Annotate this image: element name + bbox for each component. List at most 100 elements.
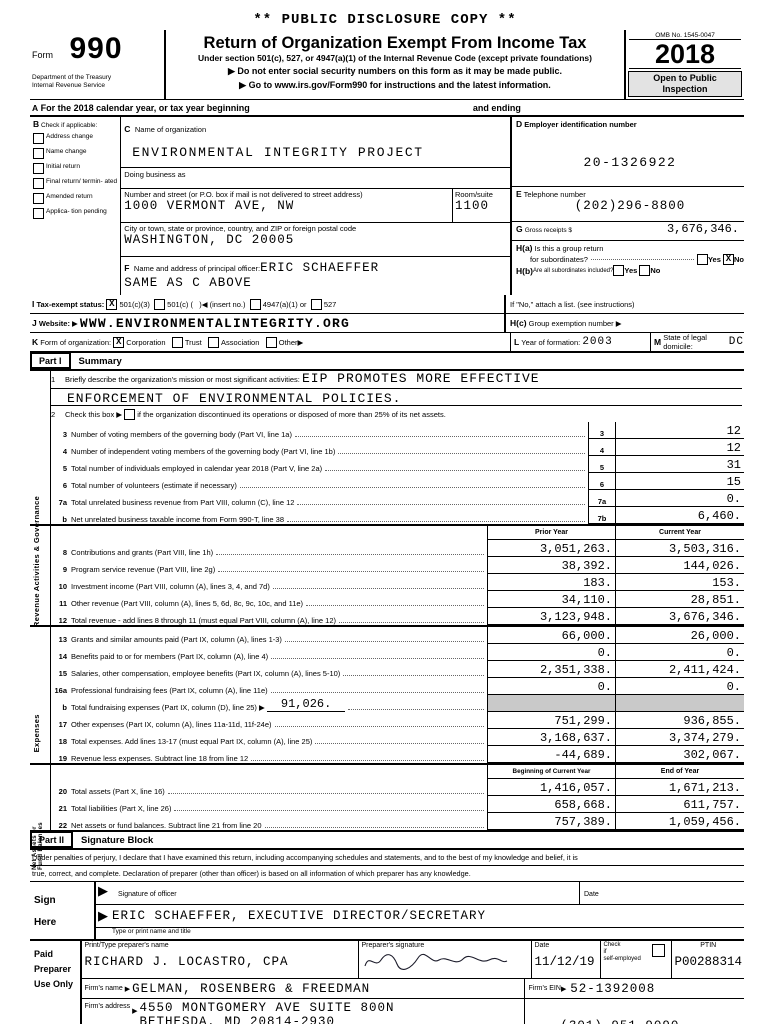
name-change-checkbox[interactable]	[33, 148, 44, 159]
line4-row: 4 Number of independent voting members o…	[51, 439, 744, 456]
perjury-statement-line1: Under penalties of perjury, I declare th…	[30, 850, 744, 866]
line3-value: 12	[726, 424, 741, 438]
current-year-header: Current Year	[615, 526, 744, 540]
status-501c3-checkbox[interactable]: X	[106, 298, 118, 310]
dotted-leader	[343, 674, 484, 676]
expenses-side-label: Expenses	[32, 714, 41, 753]
pointer-left-icon: ◀	[201, 299, 208, 309]
form-title-block: Return of Organization Exempt From Incom…	[166, 30, 624, 99]
dotted-leader	[272, 587, 484, 589]
self-employed-checkbox[interactable]	[652, 944, 666, 957]
discontinued-checkbox[interactable]	[124, 408, 136, 420]
line11-row: 11 Other revenue (Part VIII, column (A),…	[51, 591, 744, 608]
association-checkbox[interactable]	[207, 336, 219, 348]
other-checkbox[interactable]	[265, 336, 277, 348]
line-a-letter: A	[32, 103, 39, 113]
dotted-leader	[339, 621, 484, 623]
officer-label: Name and address of principal officer:	[133, 264, 261, 273]
sign-here-block: Sign Here ▶ Signature of officer Date ▶ …	[30, 882, 744, 941]
city-row: City or town, state or province, country…	[121, 223, 510, 257]
org-name-label: Name of organization	[134, 125, 207, 134]
pointer-right-icon: ▶	[560, 985, 567, 993]
phone-row: E Telephone number (202)296-8800	[511, 187, 744, 222]
street-value: 1000 VERMONT AVE, NW	[124, 199, 295, 213]
final-return-checkbox[interactable]	[33, 178, 44, 189]
ha-text2: for subordinates?	[529, 254, 588, 264]
part2-tag: Part II	[30, 832, 74, 848]
line-a-and-ending: and ending	[472, 103, 521, 113]
trust-checkbox[interactable]	[171, 336, 183, 348]
form-number: 990	[69, 32, 123, 65]
dotted-leader	[239, 486, 585, 488]
officer-address: SAME AS C ABOVE	[124, 276, 252, 290]
dba-label: Doing business as	[124, 170, 186, 179]
ha-no-checkbox[interactable]: X	[723, 254, 734, 265]
dotted-leader	[348, 708, 484, 710]
website-label: Website:	[38, 318, 70, 328]
website-row: J Website: ▶ WWW.ENVIRONMENTALINTEGRITY.…	[30, 314, 744, 333]
preparer-name-value: RICHARD J. LOCASTRO, CPA	[84, 955, 289, 969]
net-columns-header: Beginning of Current Year End of Year	[51, 765, 744, 779]
dotted-leader	[251, 759, 484, 761]
street-row: Number and street (or P.O. box if mail i…	[121, 189, 510, 223]
line16b-row: b Total fundraising expenses (Part IX, c…	[51, 695, 744, 712]
line22-row: 22 Net assets or fund balances. Subtract…	[51, 813, 744, 830]
website-url[interactable]: WWW.ENVIRONMENTALINTEGRITY.ORG	[79, 315, 350, 331]
checkif-title: Check if applicable:	[40, 122, 98, 129]
line7a-value: 0.	[726, 492, 741, 506]
mission-value-line1: EIP PROMOTES MORE EFFECTIVE	[301, 371, 540, 386]
preparer-signature	[364, 953, 508, 970]
hb-text: Are all subordinates included?	[532, 267, 614, 274]
open-to-public-badge: Open to Public Inspection	[628, 71, 742, 97]
hc-text: Group exemption number	[528, 318, 614, 328]
line7a-row: 7a Total unrelated business revenue from…	[51, 490, 744, 507]
net-assets-section: Net Assets or Fund Balances Beginning of …	[30, 765, 744, 869]
omb-block: OMB No. 1545-0047 2018 Open to Public In…	[624, 30, 744, 99]
status-527-checkbox[interactable]	[310, 298, 322, 310]
address-change-checkbox[interactable]	[33, 133, 44, 144]
org-name-value: ENVIRONMENTAL INTEGRITY PROJECT	[132, 145, 424, 160]
officer-typed-row: ▶ ERIC SCHAEFFER, EXECUTIVE DIRECTOR/SEC…	[96, 905, 744, 928]
preparer-signature-cell[interactable]: Preparer's signature	[358, 941, 531, 978]
hb-no-checkbox[interactable]	[639, 265, 651, 276]
status-4947-checkbox[interactable]	[249, 298, 261, 310]
room-suite-value: 1100	[454, 199, 489, 213]
dotted-leader	[274, 725, 484, 727]
officer-typed-name: ERIC SCHAEFFER, EXECUTIVE DIRECTOR/SECRE…	[112, 909, 487, 923]
preparer-date-cell: Date 11/12/19	[531, 941, 600, 978]
public-disclosure-banner: ** PUBLIC DISCLOSURE COPY **	[253, 12, 517, 28]
pointer-right-icon: ▶	[615, 318, 622, 328]
corporation-checkbox[interactable]: X	[113, 336, 125, 348]
ha-yes-checkbox[interactable]	[696, 254, 708, 265]
org-form-row: K Form of organization: X Corporation Tr…	[30, 333, 744, 353]
org-column: C Name of organization ENVIRONMENTAL INT…	[121, 117, 510, 295]
line3-row: 3 Number of voting members of the govern…	[51, 422, 744, 439]
irs-gov-instruction[interactable]: Go to www.irs.gov/Form990 for instructio…	[248, 80, 551, 90]
firm-address-cell: Firm's address ▶ 4550 MONTGOMERY AVE SUI…	[82, 999, 524, 1024]
initial-return-checkbox[interactable]	[33, 163, 44, 174]
mission-row: 1 Briefly describe the organization's mi…	[51, 371, 742, 389]
dotted-leader	[264, 826, 484, 828]
form-word: Form	[32, 50, 53, 60]
application-pending-checkbox[interactable]	[33, 208, 44, 219]
line21-row: 21 Total liabilities (Part X, line 26) 6…	[51, 796, 744, 813]
line7b-row: b Net unrelated business taxable income …	[51, 507, 744, 524]
line4-value: 12	[726, 441, 741, 455]
self-employed-cell: Check if self-employed	[600, 941, 671, 978]
preparer-signature-label: Preparer's signature	[361, 942, 425, 949]
ein-value: 20-1326922	[583, 155, 677, 170]
hb-yes-checkbox[interactable]	[613, 265, 625, 276]
omb-number: OMB No. 1545-0047	[655, 32, 715, 39]
revenue-section: Revenue Prior Year Current Year 8 Contri…	[30, 526, 744, 627]
amended-return-checkbox[interactable]	[33, 193, 44, 204]
pointer-right-icon: ▶	[116, 409, 123, 419]
line16a-row: 16a Professional fundraising fees (Part …	[51, 678, 744, 695]
ein-column: D Employer identification number 20-1326…	[509, 117, 744, 295]
firm-ein-cell: Firm's EIN ▶ 52-1392008	[524, 979, 744, 998]
line15-row: 15 Salaries, other compensation, employe…	[51, 661, 744, 678]
line5-value: 31	[726, 458, 741, 472]
status-501c-checkbox[interactable]	[154, 298, 166, 310]
officer-signature-row[interactable]: ▶ Signature of officer Date	[96, 882, 744, 905]
part2-title: Signature Block	[81, 834, 154, 846]
